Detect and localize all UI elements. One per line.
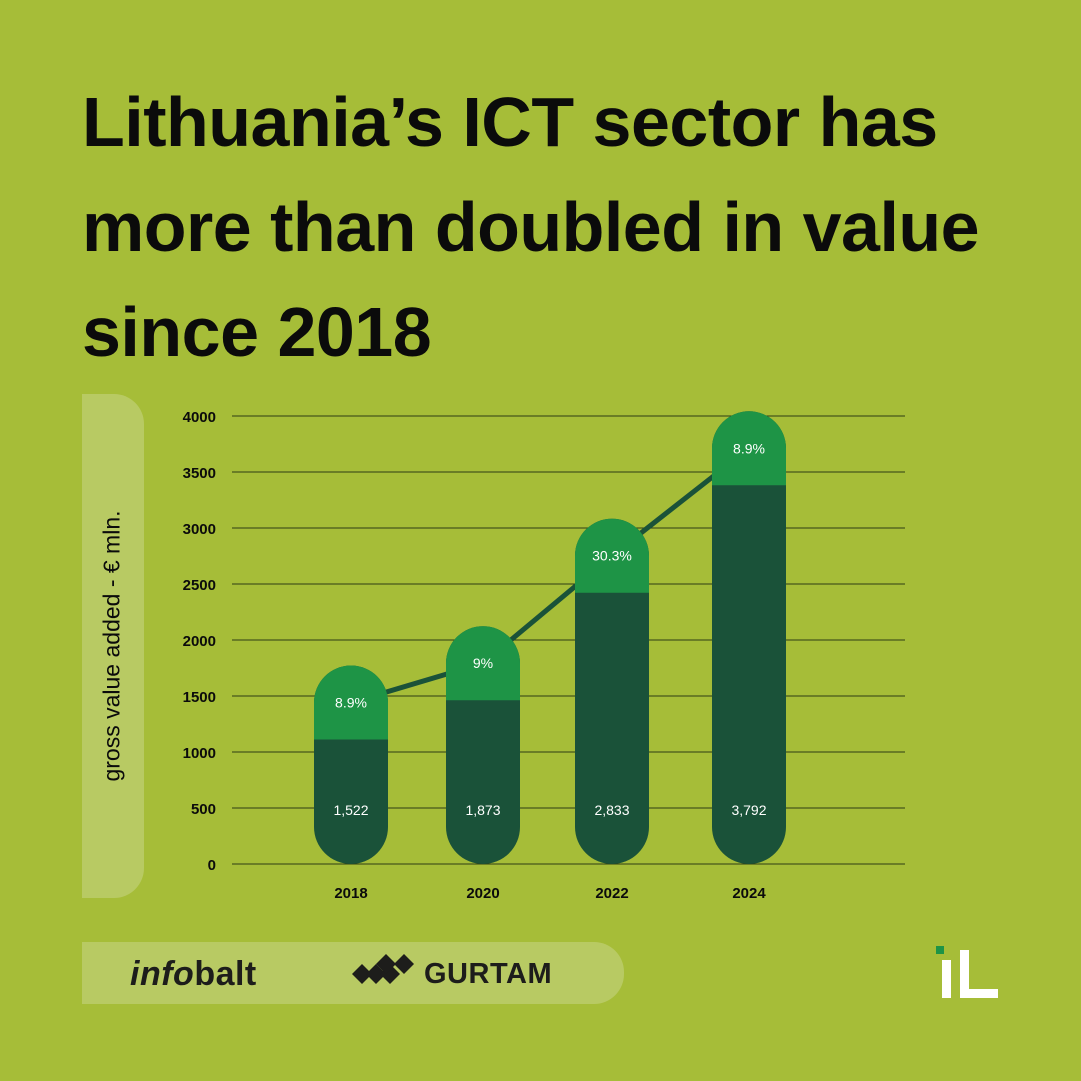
- growth-label: 30.3%: [592, 548, 632, 564]
- x-tick-label: 2024: [732, 885, 766, 902]
- infobalt-logo: infobalt: [130, 955, 257, 993]
- y-tick-label: 500: [191, 801, 216, 818]
- y-tick-label: 0: [208, 857, 216, 874]
- gurtam-mark-icon: [352, 954, 414, 984]
- value-label: 3,792: [731, 802, 766, 818]
- y-tick-label: 1000: [183, 745, 216, 762]
- bar: [575, 518, 649, 864]
- gurtam-logo: GURTAM: [424, 958, 553, 990]
- y-axis-label-panel: [82, 394, 144, 898]
- growth-cap: [575, 518, 649, 593]
- growth-cap: [712, 411, 786, 486]
- growth-label: 9%: [473, 655, 493, 671]
- x-tick-label: 2020: [466, 885, 499, 902]
- value-label: 1,522: [333, 802, 368, 818]
- growth-label: 8.9%: [335, 695, 367, 711]
- data-labels: 8.9% 1,522 9% 1,873 30.3% 2,833 8.9% 3,792: [333, 440, 766, 818]
- y-tick-label: 2500: [183, 577, 216, 594]
- trend-line: [350, 446, 751, 705]
- y-tick-label: 4000: [183, 409, 216, 426]
- growth-cap: [446, 626, 520, 701]
- bars: [314, 411, 786, 864]
- growth-cap: [314, 665, 388, 740]
- x-tick-label: 2018: [334, 885, 367, 902]
- growth-label: 8.9%: [733, 440, 765, 456]
- y-tick-labels: 0 500 1000 1500 2000 2500 3000 3500 4000: [183, 409, 216, 874]
- page-title: Lithuania’s ICT sector has more than dou…: [82, 83, 980, 371]
- trend-line-group: [350, 446, 751, 705]
- y-tick-label: 3000: [183, 521, 216, 538]
- y-tick-label: 2000: [183, 633, 216, 650]
- y-tick-label: 1500: [183, 689, 216, 706]
- value-label: 2,833: [594, 802, 629, 818]
- il-logo-icon: iL: [936, 946, 998, 998]
- x-tick-label: 2022: [595, 885, 628, 902]
- x-tick-labels: 2018 2020 2022 2024: [334, 885, 766, 902]
- y-tick-label: 3500: [183, 465, 216, 482]
- value-label: 1,873: [465, 802, 500, 818]
- bar: [712, 411, 786, 864]
